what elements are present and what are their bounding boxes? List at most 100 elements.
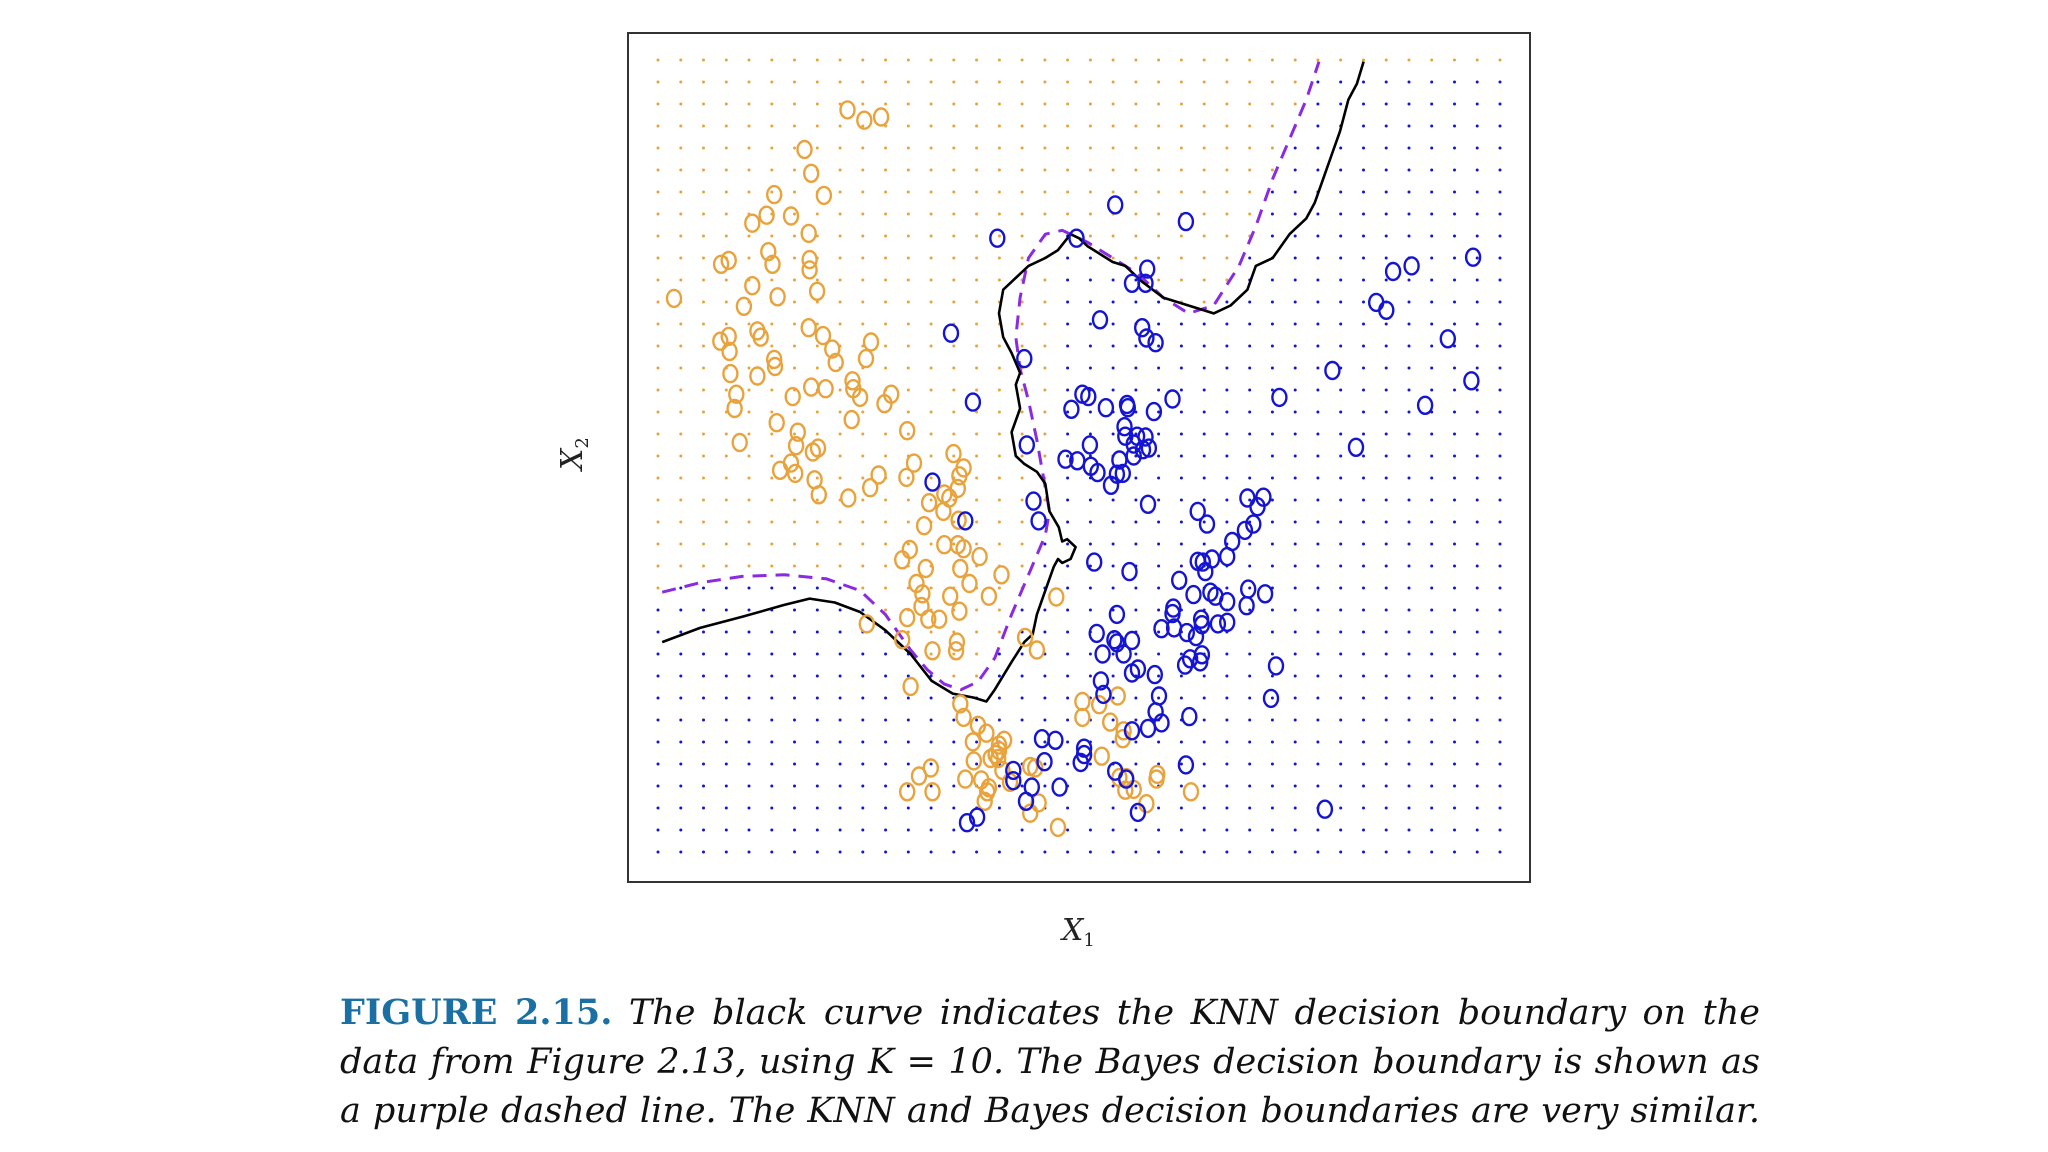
grid-point-orange xyxy=(861,586,865,590)
grid-point-blue xyxy=(1384,212,1388,216)
grid-point-blue xyxy=(1316,454,1320,458)
grid-point-orange xyxy=(1157,190,1161,194)
grid-point-orange xyxy=(770,476,774,480)
grid-point-orange xyxy=(1453,58,1456,62)
grid-point-orange xyxy=(861,168,865,172)
grid-point-blue xyxy=(997,696,1001,700)
grid-point-blue xyxy=(1134,806,1138,810)
grid-point-blue xyxy=(815,850,819,854)
blue-point xyxy=(968,807,986,827)
grid-point-blue xyxy=(952,806,956,810)
grid-point-blue xyxy=(1339,674,1343,678)
grid-point-blue xyxy=(679,784,683,788)
grid-point-orange xyxy=(770,344,774,348)
grid-point-blue xyxy=(1066,278,1070,282)
grid-point-orange xyxy=(929,102,933,106)
grid-point-blue xyxy=(724,762,728,766)
grid-point-orange xyxy=(747,322,751,326)
grid-point-blue xyxy=(1111,828,1115,832)
grid-point-orange xyxy=(1020,256,1024,260)
grid-point-orange xyxy=(1020,432,1024,436)
grid-point-blue xyxy=(1134,344,1138,348)
blue-point xyxy=(1137,273,1154,293)
grid-point-blue xyxy=(1202,410,1206,414)
grid-point-blue xyxy=(1179,410,1183,414)
grid-point-blue xyxy=(1498,784,1502,788)
grid-point-blue xyxy=(1362,454,1365,458)
blue-point xyxy=(1137,427,1154,447)
grid-point-orange xyxy=(679,542,683,546)
grid-point-blue xyxy=(1293,586,1297,590)
grid-point-blue xyxy=(1111,674,1115,678)
grid-point-blue xyxy=(1088,828,1092,832)
grid-point-blue xyxy=(1453,212,1456,216)
grid-point-orange xyxy=(906,256,910,260)
grid-point-blue xyxy=(1316,278,1320,282)
grid-point-blue xyxy=(1362,652,1365,656)
grid-point-orange xyxy=(770,146,774,150)
orange-point xyxy=(712,331,729,351)
grid-point-orange xyxy=(861,542,865,546)
grid-point-orange xyxy=(997,212,1001,216)
grid-point-blue xyxy=(724,586,728,590)
grid-point-orange xyxy=(1111,146,1115,150)
grid-point-blue xyxy=(1430,608,1434,612)
grid-point-blue xyxy=(1407,190,1411,194)
grid-point-blue xyxy=(1407,388,1411,392)
grid-point-orange xyxy=(1179,124,1183,128)
grid-point-blue xyxy=(679,674,683,678)
grid-point-orange xyxy=(815,278,819,282)
blue-point xyxy=(1236,520,1254,541)
grid-point-blue xyxy=(884,806,888,810)
grid-point-orange xyxy=(747,168,751,172)
orange-point xyxy=(787,463,804,484)
grid-point-blue xyxy=(1453,608,1456,612)
grid-point-orange xyxy=(838,168,842,172)
grid-point-blue xyxy=(1316,388,1320,392)
blue-point xyxy=(1463,371,1480,391)
blue-point xyxy=(1324,360,1341,381)
grid-point-blue xyxy=(1134,388,1138,392)
grid-point-blue xyxy=(1043,696,1047,700)
y-axis-label-sub: 2 xyxy=(572,437,593,448)
grid-point-blue xyxy=(884,696,888,700)
orange-point xyxy=(782,206,800,226)
grid-point-blue xyxy=(1475,80,1479,84)
grid-point-orange xyxy=(656,322,660,326)
grid-point-blue xyxy=(815,608,819,612)
orange-point xyxy=(899,782,916,802)
grid-point-blue xyxy=(1498,234,1502,238)
grid-point-blue xyxy=(1088,586,1092,590)
grid-point-blue xyxy=(1384,124,1388,128)
grid-point-blue xyxy=(1362,542,1365,546)
grid-point-blue xyxy=(1248,498,1252,502)
grid-point-blue xyxy=(1088,608,1092,612)
grid-point-blue xyxy=(702,608,705,612)
grid-point-orange xyxy=(1179,278,1183,282)
grid-point-blue xyxy=(929,806,933,810)
grid-point-orange xyxy=(952,344,956,348)
blue-point xyxy=(1189,501,1206,522)
grid-point-orange xyxy=(770,190,774,194)
grid-point-blue xyxy=(1384,476,1388,480)
grid-point-blue xyxy=(702,828,705,832)
grid-point-orange xyxy=(975,410,979,414)
grid-point-blue xyxy=(1362,256,1365,260)
grid-point-orange xyxy=(815,212,819,216)
grid-point-orange xyxy=(1179,256,1183,260)
grid-point-orange xyxy=(770,542,774,546)
grid-point-blue xyxy=(1453,388,1456,392)
grid-point-blue xyxy=(1293,190,1297,194)
grid-point-blue xyxy=(1111,850,1115,854)
grid-point-blue xyxy=(1339,278,1343,282)
grid-point-orange xyxy=(975,630,979,634)
grid-point-blue xyxy=(1248,784,1252,788)
grid-point-orange xyxy=(1134,234,1138,238)
grid-point-blue xyxy=(1498,388,1502,392)
grid-point-blue xyxy=(1362,278,1365,282)
grid-point-blue xyxy=(1430,476,1434,480)
caption-line-3: a purple dashed line. The KNN and Bayes … xyxy=(340,1091,1760,1131)
grid-point-blue xyxy=(1362,344,1365,348)
grid-point-blue xyxy=(1453,542,1456,546)
grid-point-blue xyxy=(1475,410,1479,414)
